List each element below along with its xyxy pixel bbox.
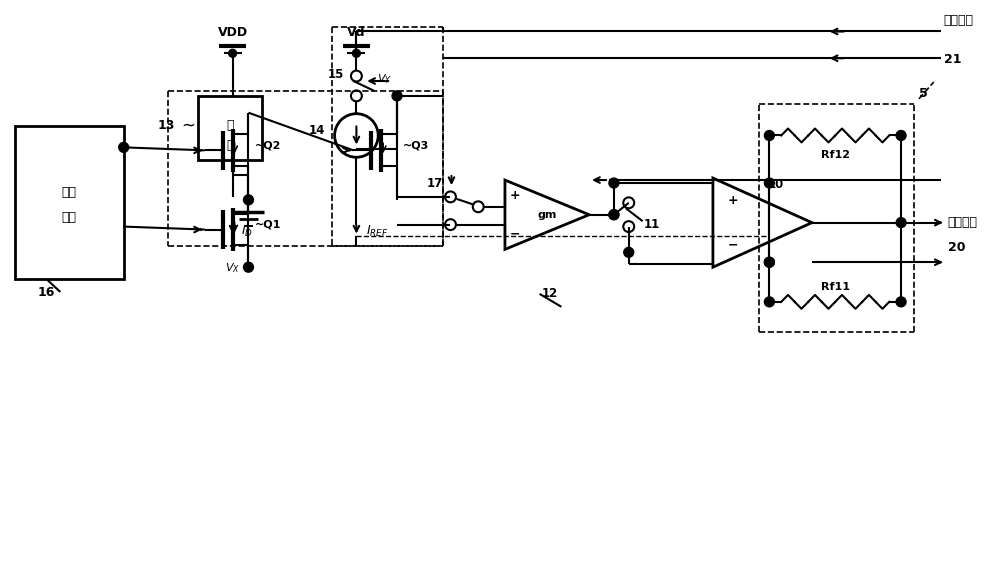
Circle shape [764,257,774,267]
Circle shape [609,210,619,220]
Text: −: − [510,228,520,241]
Circle shape [229,49,237,57]
Circle shape [609,210,619,220]
Circle shape [392,91,402,101]
Circle shape [119,142,129,152]
Text: 10: 10 [767,179,784,192]
Text: −: − [727,238,738,251]
Text: 11: 11 [644,218,660,231]
Circle shape [896,218,906,227]
Text: 20: 20 [948,241,965,254]
Text: $I_{REF}$: $I_{REF}$ [366,224,389,239]
FancyBboxPatch shape [15,126,124,279]
Text: 负: 负 [226,119,234,131]
Text: Rf12: Rf12 [821,150,850,160]
Circle shape [624,247,634,257]
Circle shape [764,178,774,188]
Text: 12: 12 [541,288,558,300]
Text: 16: 16 [38,286,55,299]
Text: $V_X$: $V_X$ [225,261,241,275]
Text: gm: gm [537,210,557,220]
Text: 从隔离器: 从隔离器 [944,14,974,26]
Circle shape [896,297,906,307]
Text: Rf11: Rf11 [821,282,850,292]
Text: +: + [727,194,738,207]
Text: ~Q2: ~Q2 [254,141,281,150]
Text: 13: 13 [158,119,175,132]
Text: 15: 15 [328,68,345,80]
Circle shape [244,262,253,272]
Text: $I_D$: $I_D$ [241,224,253,239]
Circle shape [764,297,774,307]
Text: 5: 5 [919,87,928,100]
Text: $V_Y$: $V_Y$ [377,72,392,86]
Text: 向隔离器: 向隔离器 [948,216,978,229]
Circle shape [764,257,774,267]
Text: 21: 21 [944,53,961,66]
Circle shape [764,130,774,141]
Circle shape [352,49,360,57]
Circle shape [896,130,906,141]
Text: ~: ~ [181,117,195,134]
Text: +: + [510,189,520,202]
FancyBboxPatch shape [198,96,262,160]
Text: 载: 载 [226,139,234,152]
Text: VDD: VDD [218,26,248,40]
Circle shape [244,195,253,205]
Text: 17: 17 [426,177,443,189]
Text: 14: 14 [308,124,325,137]
Text: ~Q3: ~Q3 [403,141,429,150]
Text: Vd: Vd [347,26,366,40]
Text: 电路: 电路 [62,211,77,224]
Circle shape [609,178,619,188]
Text: 驱动: 驱动 [62,186,77,199]
Text: ~Q1: ~Q1 [254,220,281,230]
